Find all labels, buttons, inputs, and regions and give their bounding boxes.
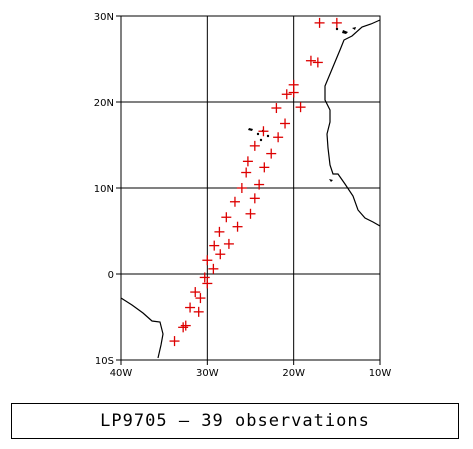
observation-marker	[180, 320, 191, 331]
observation-marker	[295, 102, 306, 113]
observation-marker	[223, 238, 234, 249]
caption-box: LP9705 — 39 observations	[11, 403, 459, 439]
observation-marker	[271, 103, 282, 114]
observation-marker	[185, 302, 196, 313]
caption-text: LP9705 — 39 observations	[100, 411, 370, 431]
island	[256, 132, 260, 136]
observation-marker	[245, 208, 256, 219]
lat-tick-label: 10N	[94, 184, 114, 195]
lat-tick-label: 30N	[94, 12, 114, 23]
observation-marker	[202, 278, 213, 289]
observation-marker	[215, 249, 226, 260]
observation-markers	[169, 17, 342, 347]
lon-tick-label: 10W	[369, 368, 392, 379]
observation-marker	[232, 221, 243, 232]
observation-marker	[169, 336, 180, 347]
observation-marker	[221, 212, 232, 223]
observation-marker	[241, 167, 252, 178]
south-america-coast	[120, 297, 164, 359]
lat-tick-label: 0	[108, 270, 114, 281]
observation-marker	[195, 293, 206, 304]
lat-tick-label: 20N	[94, 98, 114, 109]
lon-tick-label: 40W	[110, 368, 133, 379]
observation-marker	[266, 148, 277, 159]
island	[335, 27, 339, 31]
observation-marker	[214, 226, 225, 237]
observation-marker	[209, 240, 220, 251]
island	[259, 138, 263, 142]
observation-marker	[280, 118, 291, 129]
lat-tick-label: 10S	[95, 356, 114, 367]
observation-marker	[236, 183, 247, 193]
island	[329, 179, 333, 182]
africa-coast	[324, 19, 381, 227]
observation-marker	[229, 196, 240, 207]
observation-marker	[259, 162, 270, 173]
observation-marker	[202, 255, 213, 266]
observation-marker	[273, 132, 284, 143]
observation-marker	[178, 322, 189, 333]
observation-marker	[281, 89, 292, 100]
observation-marker	[288, 87, 299, 98]
map-plot: 40W 30W 20W 10W 30N 20N 10N 0 10S	[94, 12, 392, 379]
graticule	[121, 16, 380, 360]
observation-marker	[312, 57, 323, 68]
observation-marker	[193, 306, 204, 317]
observation-marker	[305, 55, 316, 66]
canary-island	[342, 30, 348, 34]
observation-marker	[331, 17, 342, 28]
observation-marker	[254, 179, 265, 190]
lon-tick-label: 30W	[196, 368, 219, 379]
observation-marker	[258, 126, 269, 137]
observation-marker	[199, 272, 210, 283]
coastline	[120, 19, 381, 359]
observation-marker	[314, 17, 325, 28]
observation-marker	[242, 156, 253, 167]
observation-marker	[208, 263, 219, 274]
lon-tick-label: 20W	[282, 368, 305, 379]
observation-marker	[249, 140, 260, 151]
axis-ticks: 40W 30W 20W 10W 30N 20N 10N 0 10S	[94, 12, 392, 379]
observation-marker	[249, 193, 260, 204]
canary-island	[352, 27, 356, 30]
island	[266, 134, 270, 138]
azores-island	[248, 128, 253, 131]
observation-marker	[190, 287, 201, 298]
